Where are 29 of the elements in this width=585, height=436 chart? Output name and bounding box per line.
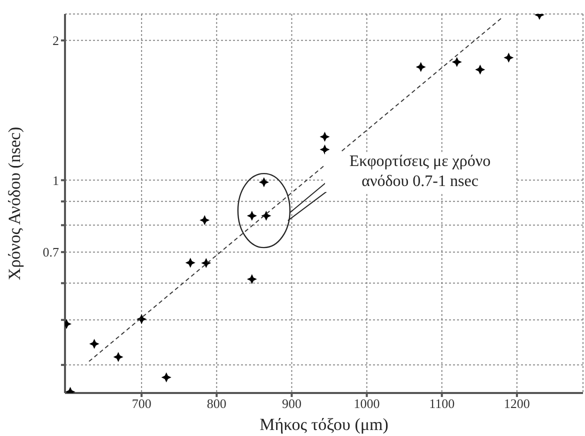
x-axis-title: Μήκος τόξου (μm) bbox=[260, 415, 388, 434]
x-tick-label: 1100 bbox=[429, 396, 455, 412]
point bbox=[416, 62, 426, 72]
point bbox=[320, 144, 330, 155]
x-tick-label: 900 bbox=[282, 396, 302, 412]
y-tick-label: 1 bbox=[52, 172, 59, 188]
point bbox=[113, 352, 124, 362]
point bbox=[200, 215, 210, 226]
point bbox=[246, 210, 257, 221]
point bbox=[258, 177, 269, 188]
point bbox=[161, 372, 172, 382]
point bbox=[504, 52, 514, 63]
x-tick-label: 1000 bbox=[354, 396, 380, 412]
point bbox=[136, 314, 147, 324]
point bbox=[201, 258, 212, 268]
y-tick-label: 0.7 bbox=[42, 244, 60, 260]
point bbox=[89, 338, 100, 349]
y-tick-label: 2 bbox=[52, 33, 59, 48]
annotation: Εκφορτίσεις με χρόνο ανόδου 0.7-1 nsec bbox=[325, 152, 515, 192]
point bbox=[246, 274, 257, 284]
point bbox=[452, 57, 462, 67]
x-tick-label: 700 bbox=[132, 396, 152, 412]
point bbox=[185, 258, 196, 268]
x-tick-label: 1200 bbox=[504, 396, 530, 412]
point bbox=[320, 132, 330, 142]
y-axis-title: Χρόνος Ανόδου (nsec) bbox=[5, 126, 24, 280]
x-tick-label: 800 bbox=[206, 396, 226, 412]
point bbox=[475, 64, 486, 75]
point bbox=[261, 210, 272, 221]
